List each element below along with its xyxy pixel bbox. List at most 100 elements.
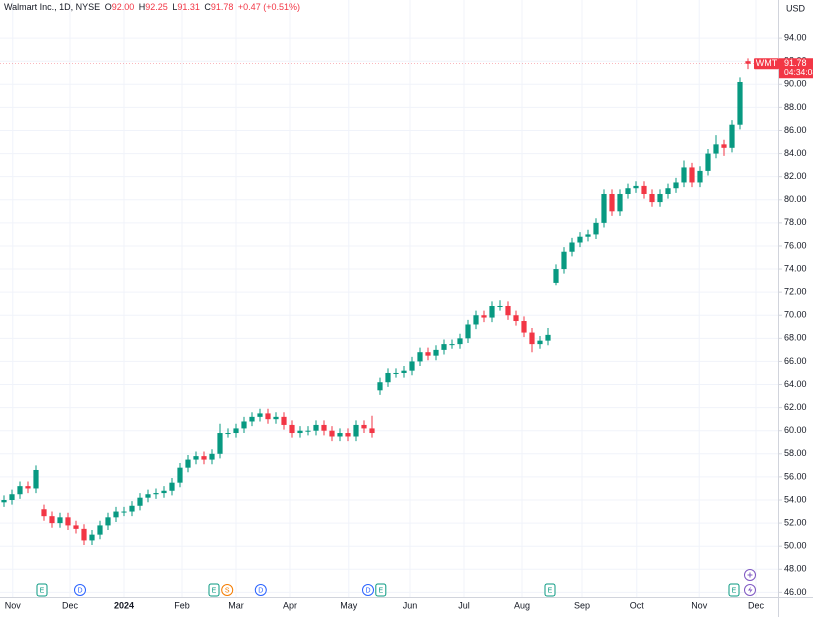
candle-body: [457, 338, 463, 345]
event-marker: [728, 583, 740, 597]
candle-body: [449, 344, 455, 346]
candle-body: [209, 453, 215, 460]
candle-body: [129, 505, 135, 512]
candle-body: [345, 433, 351, 437]
y-tick-label: 78.00: [784, 217, 807, 227]
candle-body: [625, 188, 631, 194]
candle-body: [649, 193, 655, 203]
high-value: 92.25: [145, 2, 168, 12]
candle-body: [553, 269, 559, 283]
y-tick-label: 68.00: [784, 333, 807, 343]
y-tick-label: 56.00: [784, 471, 807, 481]
y-tick-label: 52.00: [784, 517, 807, 527]
x-tick-label: Jul: [458, 600, 470, 610]
candle-body: [681, 167, 687, 183]
candle-body: [89, 534, 95, 541]
candle-body: [281, 416, 287, 425]
candle-body: [49, 516, 55, 524]
grid: [0, 0, 778, 597]
c-label: C: [204, 2, 211, 12]
candle-body: [425, 352, 431, 356]
y-tick-label: 48.00: [784, 564, 807, 574]
y-tick-label: 84.00: [784, 148, 807, 158]
event-marker: [208, 583, 220, 597]
event-marker: [36, 583, 48, 597]
candle-body: [409, 361, 415, 371]
legend-header: Walmart Inc., 1D, NYSE O92.00 H92.25 L91…: [4, 2, 300, 12]
candle-body: [513, 315, 519, 322]
price-tag-price: 91.78: [784, 58, 807, 68]
candle-body: [705, 153, 711, 171]
candle-body: [17, 486, 23, 495]
x-tick-label: Jun: [403, 600, 418, 610]
event-marker: [544, 583, 556, 597]
candle-body: [481, 315, 487, 318]
h-label: H: [139, 2, 146, 12]
candle-body: [289, 424, 295, 434]
candle-body: [225, 433, 231, 435]
candle-body: [577, 236, 583, 243]
event-marker: [221, 584, 234, 596]
event-marker: [74, 584, 86, 596]
candle-body: [593, 222, 599, 235]
candle-body: [145, 494, 151, 498]
candle-body: [241, 421, 247, 429]
x-tick-label: Aug: [514, 600, 530, 610]
y-tick-label: 74.00: [784, 263, 807, 273]
candle-body: [313, 424, 319, 431]
candle-body: [337, 433, 343, 437]
candle-body: [369, 428, 375, 434]
candle-body: [217, 433, 223, 454]
x-tick-label: Mar: [228, 600, 244, 610]
candle-body: [537, 340, 543, 345]
price-tag-symbol-box: [754, 58, 779, 70]
candle-body: [65, 517, 71, 526]
candle-body: [521, 321, 527, 333]
event-marker: [254, 584, 267, 596]
candle-body: [57, 517, 63, 524]
event-label: E: [378, 587, 383, 594]
candle-body: [417, 352, 423, 362]
candle-body: [697, 170, 703, 183]
candle-body: [569, 242, 575, 252]
candle-body: [721, 144, 727, 148]
y-tick-label: 82.00: [784, 171, 807, 181]
candle-body: [161, 490, 167, 494]
y-tick-label: 58.00: [784, 448, 807, 458]
close-value: 91.78: [211, 2, 234, 12]
candle-body: [673, 182, 679, 189]
event-label: E: [548, 587, 553, 594]
flash-glyph: [748, 586, 753, 594]
candle-body: [465, 324, 471, 339]
candle-body: [201, 456, 207, 460]
open-value: 92.00: [112, 2, 135, 12]
candle-body: [545, 334, 551, 341]
price-tag-symbol: WMT: [756, 58, 778, 68]
event-label: E: [212, 587, 217, 594]
candle-body: [633, 185, 639, 189]
candle-body: [641, 185, 647, 194]
event-label: E: [732, 587, 737, 594]
candle-body: [177, 467, 183, 483]
candle-body: [529, 332, 535, 345]
price-tag-box: [779, 58, 813, 79]
candle-body: [249, 416, 255, 422]
plus-glyph: [747, 572, 753, 578]
x-tick-label: Oct: [630, 600, 645, 610]
event-marker: [375, 583, 387, 597]
x-tick-label: Feb: [174, 600, 190, 610]
x-tick-label: Sep: [574, 600, 590, 610]
event-marker: [362, 584, 374, 596]
y-tick-label: 80.00: [784, 194, 807, 204]
y-tick-label: 94.00: [784, 32, 807, 42]
candle-body: [305, 430, 311, 432]
candle-body: [97, 525, 103, 535]
x-tick-label: Dec: [62, 600, 79, 610]
candle-body: [737, 81, 743, 125]
candle-body: [1, 500, 7, 503]
candle-body: [609, 193, 615, 212]
y-tick-label: 66.00: [784, 356, 807, 366]
x-tick-label: Apr: [283, 600, 297, 610]
l-label: L: [172, 2, 177, 12]
